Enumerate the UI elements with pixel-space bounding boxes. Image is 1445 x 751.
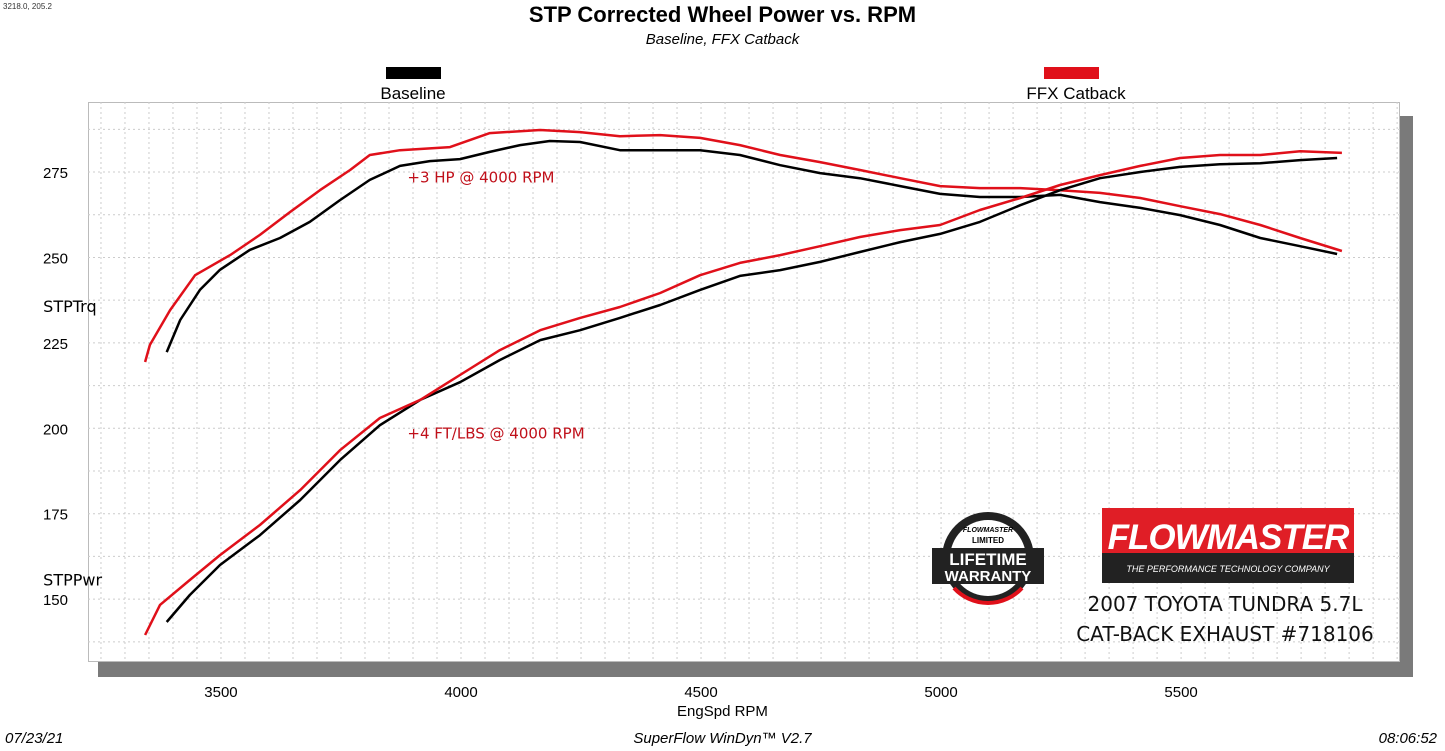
legend-swatch-baseline bbox=[386, 67, 441, 79]
x-axis-label: EngSpd RPM bbox=[677, 703, 768, 720]
vehicle-line-2: CAT-BACK EXHAUST #718106 bbox=[1076, 622, 1374, 646]
curve-label: STPPwr bbox=[43, 570, 102, 589]
footer-time: 08:06:52 bbox=[1378, 730, 1437, 747]
legend-swatch-ffx bbox=[1044, 67, 1099, 79]
vehicle-line-1: 2007 TOYOTA TUNDRA 5.7L bbox=[1087, 592, 1363, 616]
svg-text:LIFETIME: LIFETIME bbox=[949, 550, 1026, 569]
series-line-0 bbox=[165, 139, 1338, 353]
y-tick-label: 175 bbox=[43, 507, 68, 524]
gain-annotation: +4 FT/LBS @ 4000 RPM bbox=[407, 425, 584, 443]
x-tick-label: 4000 bbox=[444, 684, 477, 701]
footer-software: SuperFlow WinDyn™ V2.7 bbox=[633, 730, 812, 747]
x-tick-label: 4500 bbox=[684, 684, 717, 701]
y-tick-label: 275 bbox=[43, 165, 68, 182]
chart-title: STP Corrected Wheel Power vs. RPM bbox=[528, 2, 917, 27]
chart-subtitle: Baseline, FFX Catback bbox=[645, 31, 800, 48]
y-tick-label: 250 bbox=[43, 250, 68, 267]
svg-text:WARRANTY: WARRANTY bbox=[945, 568, 1032, 585]
y-tick-label: 150 bbox=[43, 592, 68, 609]
series-line-1 bbox=[143, 128, 1343, 363]
legend-label-baseline: Baseline bbox=[380, 84, 446, 103]
y-tick-label: 200 bbox=[43, 421, 68, 438]
x-tick-label: 5000 bbox=[924, 684, 957, 701]
gain-annotation: +3 HP @ 4000 RPM bbox=[407, 168, 554, 186]
footer-date: 07/23/21 bbox=[5, 730, 64, 747]
flowmaster-wordmark: FLOWMASTER bbox=[1107, 518, 1350, 557]
svg-text:FLOWMASTER: FLOWMASTER bbox=[963, 527, 1013, 534]
coordinate-readout: 3218.0, 205.2 bbox=[3, 2, 52, 11]
x-tick-label: 5500 bbox=[1164, 684, 1197, 701]
flowmaster-tagline: THE PERFORMANCE TECHNOLOGY COMPANY bbox=[1126, 564, 1330, 574]
curve-label: STPTrq bbox=[43, 297, 96, 316]
lifetime-warranty-logo: LIFETIME WARRANTY FLOWMASTER LIMITED bbox=[932, 510, 1044, 606]
legend-label-ffx: FFX Catback bbox=[1026, 84, 1126, 103]
series-line-3 bbox=[143, 149, 1342, 636]
y-tick-label: 225 bbox=[43, 336, 68, 353]
series-line-2 bbox=[165, 156, 1338, 623]
x-tick-label: 3500 bbox=[204, 684, 237, 701]
svg-text:LIMITED: LIMITED bbox=[972, 536, 1004, 545]
flowmaster-logo: FLOWMASTER THE PERFORMANCE TECHNOLOGY CO… bbox=[1102, 508, 1354, 583]
